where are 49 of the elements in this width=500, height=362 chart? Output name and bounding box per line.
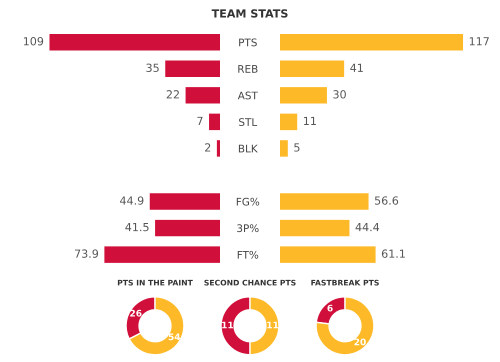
bar [280, 114, 298, 130]
data-label: 11 [222, 322, 234, 328]
bar [209, 114, 220, 130]
data-label: 54 [168, 334, 180, 340]
bar [280, 87, 327, 104]
data-label: 44.4 [356, 223, 380, 232]
y-tick-label: REB [238, 65, 258, 73]
data-label: 20 [354, 338, 366, 346]
bar [280, 193, 369, 210]
data-label: 56.6 [374, 196, 398, 205]
y-tick-label: PTS [239, 38, 257, 46]
bar [155, 220, 220, 236]
data-label: 26 [130, 310, 142, 317]
data-label: 7 [197, 116, 203, 125]
donut-slice [315, 296, 375, 356]
bar [280, 220, 350, 236]
bar [165, 60, 220, 78]
data-label: 5 [294, 143, 300, 152]
y-tick-label: AST [238, 92, 258, 100]
y-tick-label: 3P% [237, 224, 259, 232]
data-label: 109 [24, 37, 44, 46]
y-tick-label: STL [239, 118, 258, 126]
bar [49, 34, 220, 50]
data-label: 22 [166, 90, 179, 98]
bar [280, 34, 464, 50]
bar [280, 140, 288, 157]
bar [216, 140, 220, 157]
data-label: 44.9 [120, 196, 144, 205]
data-label: 2 [205, 143, 210, 152]
data-label: 41.5 [125, 223, 149, 232]
text: TEAM STATS [212, 9, 288, 18]
bar [104, 246, 220, 263]
bar [280, 60, 344, 78]
data-label: 35 [146, 64, 159, 72]
data-label: 30 [333, 90, 346, 99]
y-tick-label: FG% [236, 198, 260, 206]
data-label: 41 [350, 64, 363, 72]
data-label: 117 [470, 37, 489, 46]
donut-slice [128, 296, 185, 356]
data-label: 61.1 [382, 249, 405, 258]
data-label: 6 [327, 304, 333, 312]
bar [186, 87, 220, 104]
y-tick-label: FT% [238, 250, 258, 259]
data-label: 73.9 [75, 249, 98, 258]
data-label: 11 [267, 322, 278, 328]
bar [150, 193, 220, 210]
y-tick-label: BLK [238, 144, 258, 152]
bar [280, 246, 376, 263]
data-label: 11 [304, 116, 316, 125]
